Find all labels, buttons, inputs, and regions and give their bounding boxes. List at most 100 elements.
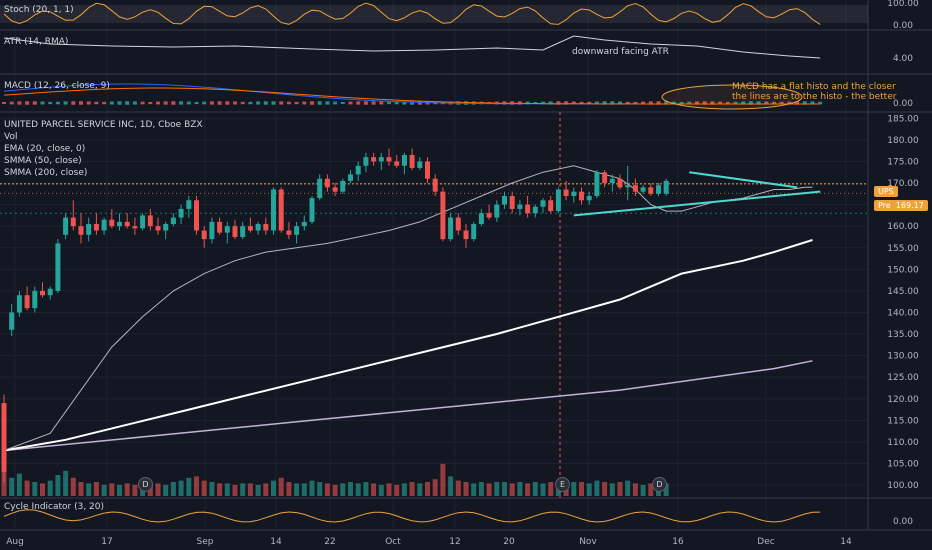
volume-bar — [132, 484, 138, 496]
candle-body — [340, 180, 346, 192]
candle-body — [432, 178, 438, 192]
candle-body — [448, 217, 454, 240]
candle-body — [278, 189, 284, 231]
macd-histogram-bar — [671, 101, 676, 105]
earnings-marker[interactable]: E — [555, 477, 570, 492]
volume-bar — [78, 482, 84, 496]
macd-histogram-bar — [294, 101, 299, 105]
volume-bar — [286, 482, 292, 496]
candle-body — [640, 187, 646, 192]
candle-body — [40, 290, 45, 296]
candle-body — [124, 221, 130, 227]
macd-histogram-bar — [179, 101, 184, 105]
macd-histogram-bar — [602, 101, 607, 105]
candle-body — [663, 180, 669, 194]
volume-bar — [594, 480, 600, 496]
macd-histogram-bar — [225, 101, 230, 105]
smma200-line — [3, 360, 813, 452]
candle-body — [78, 226, 84, 235]
macd-histogram-bar — [710, 101, 715, 105]
macd-histogram-bar — [94, 101, 99, 105]
volume-bar — [440, 463, 446, 496]
macd-histogram-bar — [387, 101, 391, 105]
macd-histogram-bar — [71, 101, 76, 105]
macd-histogram-bar — [618, 101, 622, 105]
macd-histogram-bar — [148, 101, 153, 105]
candle-body — [425, 161, 430, 179]
candle-body — [232, 226, 238, 237]
x-tick-label: Sep — [197, 537, 214, 547]
macd-histogram-bar — [86, 101, 91, 105]
macd-histogram-bar — [233, 101, 237, 105]
volume-bar — [455, 480, 461, 496]
volume-bar — [486, 483, 492, 496]
candle-body — [548, 200, 554, 212]
macd-histogram-bar — [718, 101, 723, 105]
y-tick-label: 0.00 — [893, 517, 913, 527]
macd-pane — [2, 83, 823, 110]
macd-histogram-bar — [140, 101, 145, 105]
volume-bar — [378, 484, 384, 496]
candle-body — [247, 226, 253, 231]
dividend-marker[interactable]: D — [138, 477, 153, 492]
macd-histogram-bar — [594, 101, 599, 105]
atr-pane — [3, 35, 821, 59]
dividend-marker[interactable]: D — [652, 477, 667, 492]
pre-market-tag: Pre 169.17 — [874, 200, 928, 211]
cycle-pane — [3, 509, 821, 523]
volume-bar — [525, 483, 531, 496]
volume-bar — [632, 483, 638, 496]
pane-separators — [0, 0, 932, 531]
macd-histogram-bar — [695, 101, 699, 105]
macd-histogram-bar — [263, 101, 268, 105]
candle-body — [363, 157, 369, 166]
candle-body — [16, 295, 22, 313]
volume-bar — [86, 483, 92, 496]
candle-body — [224, 226, 230, 233]
macd-histogram-bar — [556, 101, 561, 105]
macd-histogram-bar — [102, 101, 107, 105]
volume-bar — [32, 482, 38, 496]
macd-histogram-bar — [117, 101, 122, 105]
volume-bar — [409, 482, 415, 496]
volume-bar — [332, 484, 338, 496]
volume-bar — [1, 459, 7, 496]
candle-body — [455, 217, 461, 231]
candle-body — [317, 178, 323, 199]
volume-bar — [163, 484, 169, 496]
volume-bar — [24, 480, 30, 496]
candle-body — [324, 178, 330, 188]
y-tick-label: 175.00 — [887, 157, 919, 167]
macd-histogram-bar — [17, 101, 22, 105]
candle-body — [471, 224, 477, 240]
x-tick-label: Aug — [6, 537, 24, 547]
macd-histogram-bar — [325, 101, 330, 105]
candle-body — [409, 154, 415, 168]
volume-bar — [602, 482, 608, 496]
volume-bar — [40, 483, 45, 496]
volume-bar — [617, 482, 623, 496]
macd-histogram-bar — [109, 101, 114, 105]
macd-histogram-bar — [787, 101, 792, 105]
volume-bar — [294, 483, 300, 496]
y-tick-label: 140.00 — [887, 308, 919, 318]
volume-bar — [355, 483, 361, 496]
candle-body — [263, 224, 269, 231]
macd-histogram-bar — [25, 101, 30, 105]
volume-bar — [278, 477, 284, 496]
macd-histogram-bar — [256, 101, 261, 105]
volume-bar — [255, 484, 261, 496]
macd-histogram-bar — [317, 101, 322, 105]
candle-body — [55, 243, 61, 291]
candle-body — [140, 215, 146, 229]
candle-body — [348, 174, 353, 181]
pre-label: Pre — [878, 201, 891, 210]
macd-histogram-bar — [548, 101, 553, 105]
stoch-line — [3, 2, 821, 25]
macd-histogram-bar — [356, 101, 361, 105]
candle-body — [532, 206, 538, 214]
volume-bar — [155, 483, 161, 496]
candle-body — [594, 172, 600, 196]
volume-bar — [540, 483, 546, 496]
